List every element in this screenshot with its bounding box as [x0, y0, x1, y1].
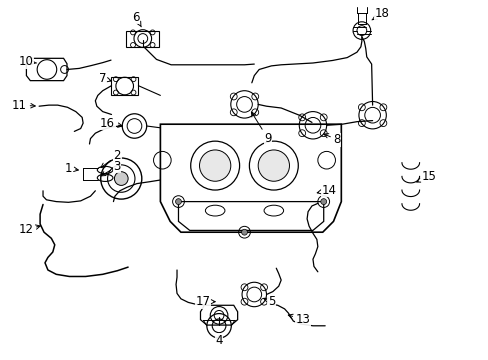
Circle shape [241, 229, 247, 235]
Text: 1: 1 [65, 162, 78, 175]
Text: 11: 11 [12, 99, 35, 112]
Circle shape [320, 199, 326, 204]
Text: 17: 17 [195, 295, 215, 308]
Circle shape [114, 172, 128, 185]
Circle shape [258, 150, 289, 181]
Text: 13: 13 [288, 313, 310, 326]
Text: 16: 16 [100, 117, 122, 130]
Text: 4: 4 [215, 334, 223, 347]
Text: 3: 3 [101, 160, 121, 176]
Circle shape [175, 199, 181, 204]
Text: 8: 8 [323, 133, 340, 146]
Text: 6: 6 [132, 11, 141, 27]
Circle shape [199, 150, 230, 181]
Text: 2: 2 [101, 149, 121, 168]
Text: 10: 10 [19, 55, 37, 68]
Text: 18: 18 [371, 7, 389, 20]
Text: 9: 9 [251, 112, 271, 145]
Text: 15: 15 [416, 170, 435, 183]
Text: 7: 7 [99, 72, 111, 85]
Text: 5: 5 [263, 295, 275, 308]
Text: 12: 12 [18, 223, 40, 236]
Text: 14: 14 [317, 184, 336, 197]
